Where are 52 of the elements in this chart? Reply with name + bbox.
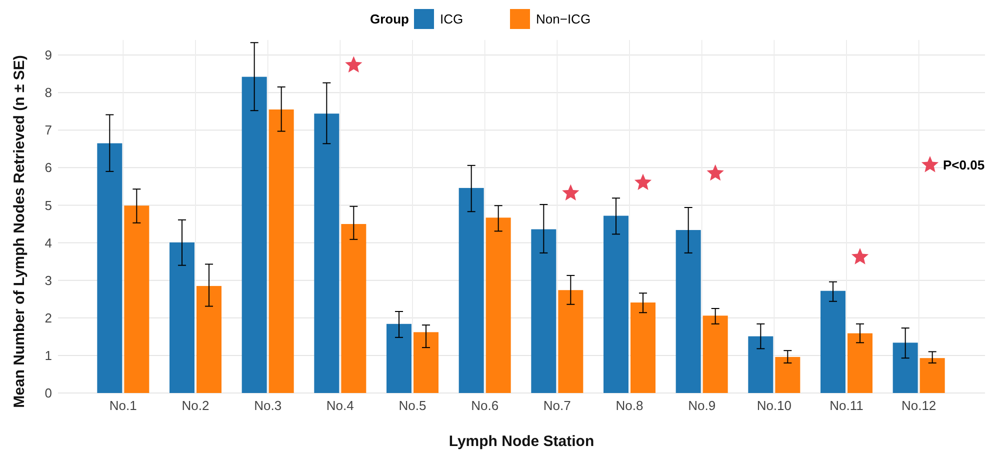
bar xyxy=(414,332,438,393)
bar xyxy=(848,333,872,393)
bar xyxy=(242,76,267,393)
x-tick-label: No.12 xyxy=(901,398,936,413)
x-tick-label: No.11 xyxy=(830,398,864,413)
y-tick-label: 9 xyxy=(44,48,52,63)
y-axis-title: Mean Number of Lymph Nodes Retrieved (n ± SE) xyxy=(11,55,28,408)
bar xyxy=(820,290,846,393)
y-tick-label: 6 xyxy=(44,160,52,176)
bar xyxy=(314,114,340,393)
bar xyxy=(676,230,701,393)
bar xyxy=(531,229,556,393)
y-tick-label: 3 xyxy=(44,272,52,288)
legend-label: Non−ICG xyxy=(536,12,591,27)
x-tick-label: No.2 xyxy=(182,398,210,413)
bar xyxy=(486,218,511,393)
legend-label: ICG xyxy=(440,12,464,27)
y-tick-label: 4 xyxy=(44,235,52,250)
y-tick-label: 7 xyxy=(44,122,52,138)
x-tick-label: No.10 xyxy=(756,398,792,413)
y-tick-label: 2 xyxy=(44,310,52,326)
x-tick-label: No.8 xyxy=(616,398,644,413)
x-tick-label: No.3 xyxy=(254,398,282,413)
bar xyxy=(630,302,656,393)
x-tick-label: No.5 xyxy=(398,398,426,413)
bar xyxy=(775,356,800,393)
bar xyxy=(748,336,774,393)
bar xyxy=(268,109,294,393)
bar xyxy=(604,216,628,393)
bar xyxy=(386,324,412,393)
legend-label: P<0.05 xyxy=(943,158,985,173)
bar xyxy=(170,242,194,393)
x-tick-label: No.9 xyxy=(688,398,716,413)
bar xyxy=(124,206,150,393)
y-tick-label: 0 xyxy=(44,386,52,401)
y-tick-label: 5 xyxy=(44,198,52,213)
bar xyxy=(341,224,366,393)
bar xyxy=(558,290,584,393)
x-tick-label: No.1 xyxy=(109,398,137,413)
bar xyxy=(702,316,728,393)
bar xyxy=(892,342,918,393)
bar xyxy=(97,143,122,393)
x-tick-label: No.7 xyxy=(543,398,571,413)
legend-title: Group xyxy=(370,12,410,27)
y-tick-label: 8 xyxy=(44,85,52,100)
bar xyxy=(920,358,945,393)
x-tick-label: No.4 xyxy=(326,398,354,413)
bar xyxy=(458,188,484,393)
bar xyxy=(196,286,222,393)
x-tick-label: No.6 xyxy=(471,398,499,413)
x-axis-title: Lymph Node Station xyxy=(448,433,594,450)
y-tick-label: 1 xyxy=(44,348,52,363)
